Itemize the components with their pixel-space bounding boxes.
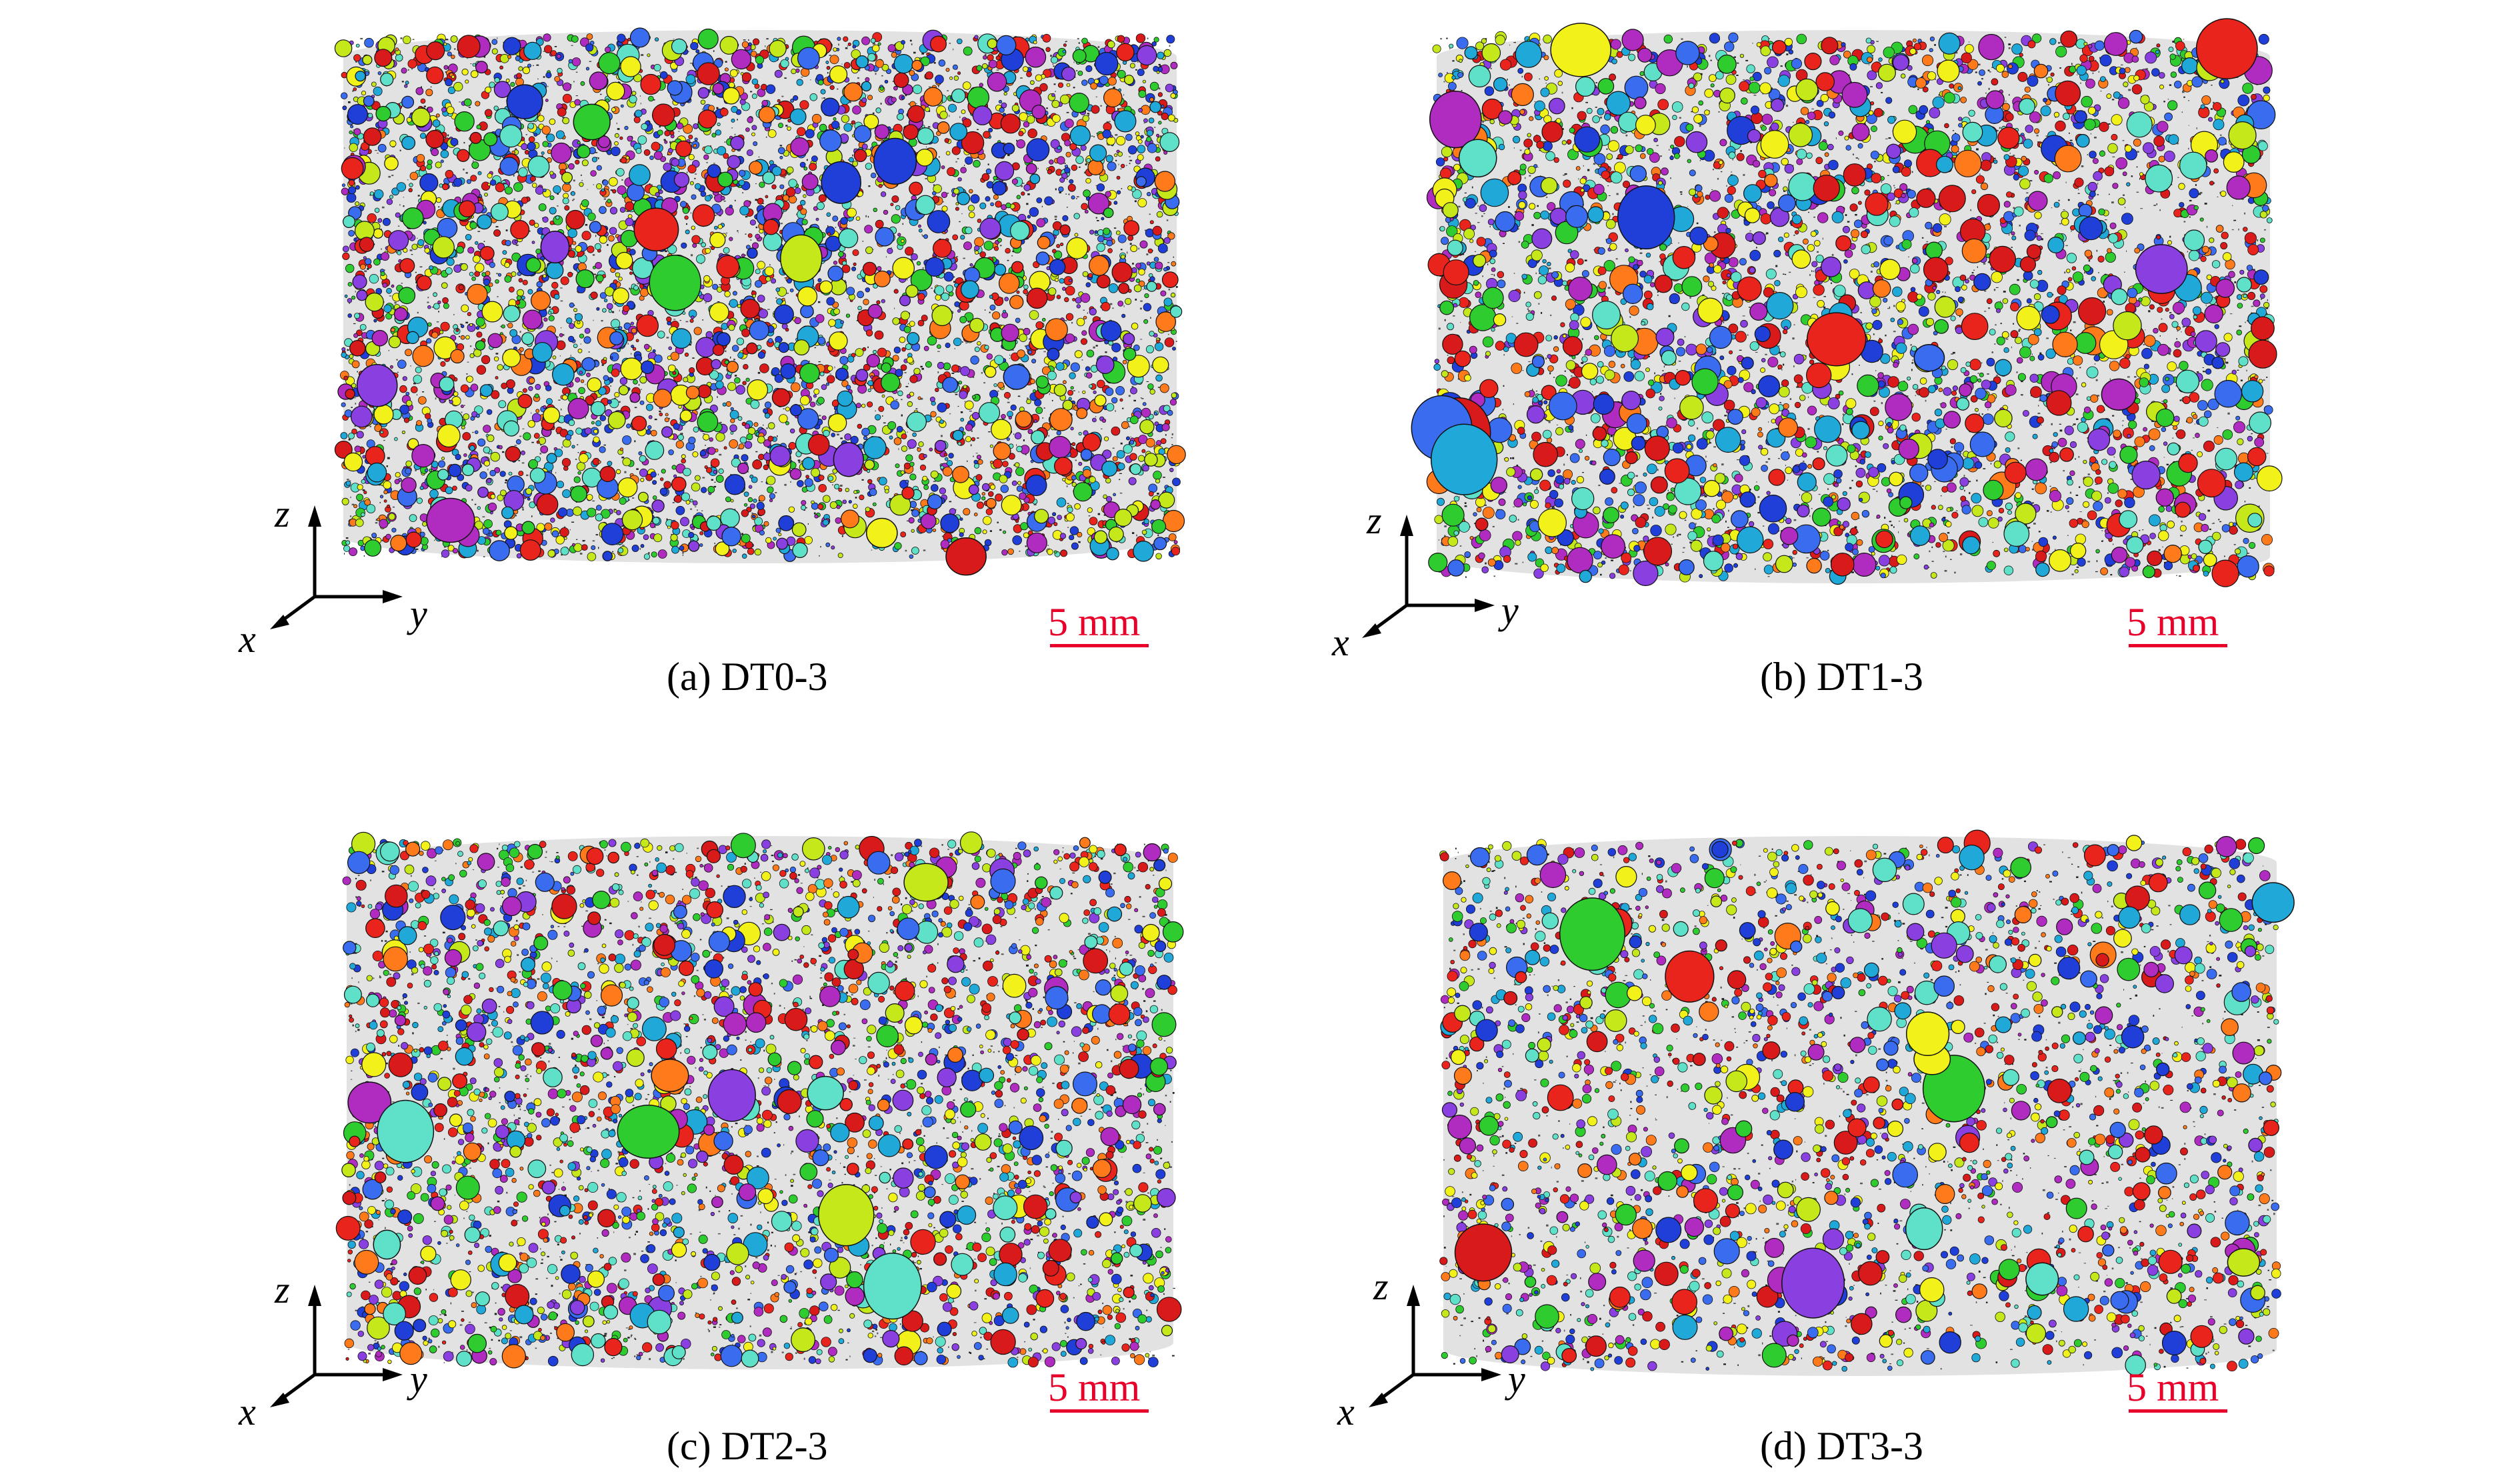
panel-a: z y x 5 mm (a) DT0-3: [0, 0, 1200, 713]
large-pore: [780, 234, 823, 283]
large-pore: [865, 517, 898, 549]
large-pore: [2025, 1262, 2059, 1296]
scale-bar-label: 5 mm: [2127, 602, 2219, 642]
large-pore: [2195, 18, 2258, 79]
pore-render-d: [1439, 829, 2295, 1376]
axis-y-label: y: [407, 1357, 427, 1401]
large-pore: [807, 1075, 844, 1111]
panel-c: z y x 5 mm (c) DT2-3: [0, 763, 1200, 1476]
axis-z-label: z: [1366, 499, 1382, 542]
large-pore: [1429, 90, 1482, 149]
large-pore: [1003, 363, 1031, 390]
panel-b: z y x 5 mm (b) DT1-3: [1127, 0, 2327, 713]
large-pore: [1454, 1223, 1513, 1282]
large-pore: [821, 161, 861, 204]
large-pore: [1781, 1247, 1845, 1319]
large-pore: [873, 137, 917, 185]
large-pore: [2135, 244, 2188, 294]
pore-cluster: [1439, 829, 2295, 1376]
axis-x-label: x: [1337, 1390, 1355, 1433]
axis-z-label: z: [1373, 1265, 1389, 1308]
large-pore: [347, 1081, 392, 1124]
large-pore: [1905, 1207, 1943, 1251]
large-pore: [540, 231, 570, 264]
large-pore: [2227, 1248, 2261, 1277]
large-pore: [1458, 139, 1497, 178]
large-pore: [617, 1104, 680, 1159]
large-pore: [707, 1069, 756, 1122]
panel-d: z y x 5 mm (d) DT3-3: [1127, 763, 2327, 1476]
large-pore: [633, 207, 679, 252]
scale-bar-label: 5 mm: [2127, 1367, 2219, 1407]
large-pore: [373, 1229, 401, 1260]
coordinate-axes-c: z y x: [238, 1268, 427, 1433]
large-pore: [833, 442, 864, 477]
coordinate-axes-a: z y x: [238, 492, 427, 661]
pore-render-a: [334, 27, 1186, 576]
large-pore: [945, 537, 987, 576]
large-pore: [1806, 312, 1867, 367]
large-pore: [903, 863, 949, 902]
pore-cluster: [334, 27, 1186, 576]
pore-render-b: [1411, 18, 2283, 587]
axis-z-label: z: [274, 1268, 290, 1311]
panel-caption: (d) DT3-3: [1760, 1426, 1923, 1466]
large-pore: [863, 1252, 922, 1320]
scale-bar-line: [2129, 1409, 2227, 1413]
scale-bar-line: [2129, 644, 2227, 647]
large-pore: [573, 103, 611, 141]
large-pore: [1617, 185, 1675, 250]
large-pore: [1430, 423, 1498, 495]
pore-render-c: [335, 831, 1184, 1369]
large-pore: [649, 255, 701, 311]
scale-bar-label: 5 mm: [1048, 602, 1140, 642]
large-pore: [356, 364, 398, 407]
large-pore: [1559, 897, 1625, 971]
panel-caption: (c) DT2-3: [667, 1426, 828, 1466]
large-pore: [377, 1099, 435, 1163]
large-pore: [651, 1059, 689, 1093]
large-pore: [2101, 378, 2137, 411]
scale-bar-line: [1050, 1409, 1149, 1413]
axis-x-label: x: [238, 1390, 256, 1433]
axis-x-label: x: [238, 617, 256, 661]
large-pore: [506, 84, 543, 119]
axis-y-label: y: [1505, 1357, 1525, 1401]
panel-caption: (a) DT0-3: [667, 657, 828, 697]
large-pore: [1913, 343, 1945, 372]
pore-cluster: [335, 831, 1184, 1369]
coordinate-axes-d: z y x: [1337, 1265, 1525, 1433]
axis-y-label: y: [1498, 589, 1519, 632]
large-pore: [1665, 950, 1715, 1003]
axis-y-label: y: [407, 592, 427, 635]
axis-x-label: x: [1331, 621, 1349, 664]
large-pore: [1550, 23, 1612, 77]
large-pore: [426, 497, 475, 543]
axis-z-label: z: [274, 492, 290, 535]
large-pore: [1905, 1011, 1950, 1057]
scale-bar-line: [1050, 644, 1149, 647]
large-pore: [818, 1184, 875, 1247]
panel-caption: (b) DT1-3: [1760, 657, 1923, 697]
coordinate-axes-b: z y x: [1331, 499, 1519, 664]
large-pore: [2251, 882, 2295, 923]
pore-cluster: [1411, 18, 2283, 587]
scale-bar-label: 5 mm: [1048, 1367, 1140, 1407]
